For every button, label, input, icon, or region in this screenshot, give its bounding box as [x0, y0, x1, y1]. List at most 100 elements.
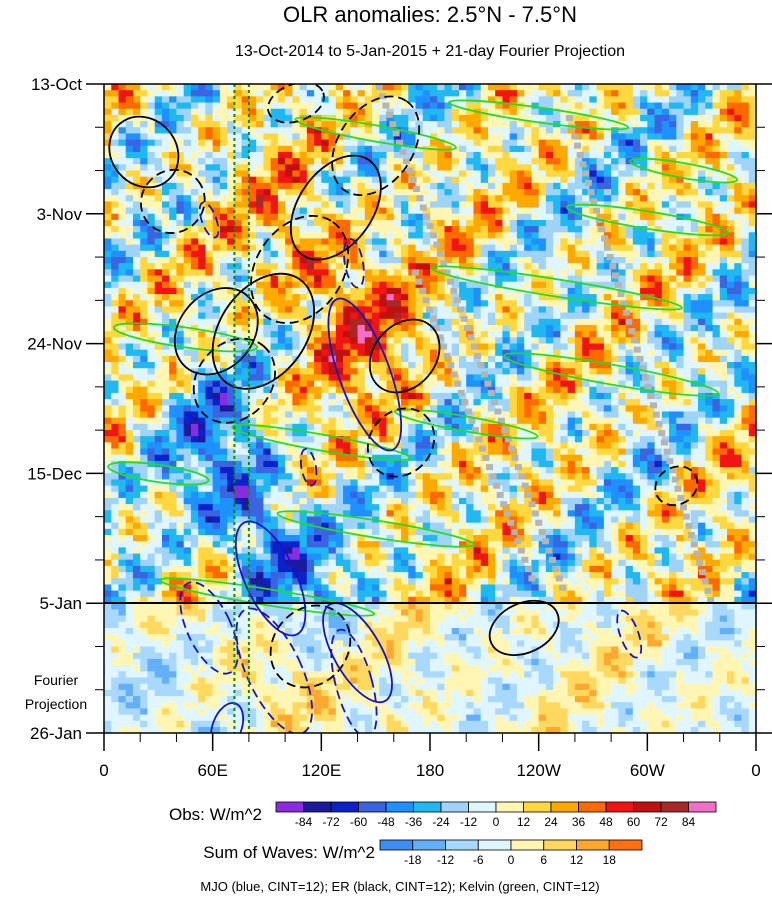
- obs-cell: [661, 108, 670, 116]
- obs-cell: [343, 158, 351, 165]
- obs-cell: [495, 133, 504, 141]
- obs-cell: [574, 244, 583, 252]
- obs-cell: [292, 90, 301, 97]
- obs-cell: [125, 312, 134, 320]
- obs-cell: [118, 170, 127, 178]
- obs-cell: [480, 151, 489, 159]
- obs-cell: [132, 238, 141, 246]
- obs-cell: [712, 294, 721, 301]
- obs-cell: [430, 213, 438, 221]
- obs-cell: [227, 405, 235, 413]
- obs-cell: [198, 331, 207, 338]
- obs-cell: [386, 244, 395, 252]
- obs-cell: [234, 145, 243, 153]
- obs-cell: [357, 405, 366, 413]
- obs-cell: [285, 312, 293, 320]
- obs-cell: [654, 213, 663, 221]
- obs-cell: [712, 121, 721, 128]
- obs-cell: [205, 306, 214, 314]
- obs-cell: [277, 164, 286, 172]
- obs-cell: [669, 392, 677, 400]
- obs-cell: [560, 145, 569, 153]
- obs-cell: [545, 151, 554, 159]
- obs-cell: [248, 269, 257, 277]
- obs-cell: [314, 337, 322, 345]
- obs-cell: [401, 337, 409, 345]
- obs-cell: [270, 318, 279, 326]
- obs-cell: [683, 399, 692, 406]
- obs-cell: [611, 151, 619, 159]
- obs-cell: [306, 355, 315, 363]
- obs-cell: [372, 349, 380, 357]
- obs-cell: [495, 145, 504, 153]
- obs-cell: [444, 386, 453, 394]
- obs-cell: [263, 182, 272, 190]
- obs-cell: [401, 287, 409, 295]
- obs-cell: [567, 287, 576, 295]
- obs-cell: [212, 250, 221, 258]
- obs-cell: [466, 219, 475, 227]
- obs-cell: [430, 96, 438, 104]
- obs-cell: [654, 102, 663, 110]
- obs-cell: [509, 102, 518, 110]
- obs-cell: [285, 139, 293, 147]
- obs-cell: [669, 368, 677, 375]
- obs-cell: [480, 411, 489, 419]
- obs-cell: [524, 90, 533, 97]
- obs-cell: [198, 151, 207, 159]
- obs-cell: [169, 392, 178, 400]
- obs-cell: [350, 164, 359, 172]
- obs-cell: [314, 331, 322, 338]
- obs-cell: [741, 257, 750, 264]
- obs-cell: [190, 176, 199, 184]
- obs-cell: [625, 195, 634, 202]
- obs-cell: [169, 121, 178, 128]
- obs-cell: [509, 417, 518, 425]
- obs-cell: [292, 232, 301, 240]
- obs-cell: [582, 281, 590, 289]
- obs-cell: [553, 96, 561, 104]
- obs-cell: [509, 207, 518, 215]
- obs-cell: [292, 151, 301, 159]
- obs-cell: [589, 362, 598, 369]
- obs-cell: [661, 263, 670, 270]
- obs-cell: [140, 90, 149, 97]
- obs-cell: [241, 127, 250, 135]
- obs-cell: [314, 102, 322, 110]
- obs-cell: [712, 355, 721, 363]
- obs-cell: [176, 423, 185, 431]
- obs-cell: [712, 362, 721, 369]
- obs-cell: [205, 250, 214, 258]
- obs-cell: [719, 386, 728, 394]
- obs-cell: [574, 189, 583, 196]
- obs-cell: [444, 374, 453, 382]
- obs-cell: [734, 362, 743, 369]
- obs-cell: [154, 133, 163, 141]
- obs-cell: [516, 343, 525, 351]
- obs-cell: [741, 362, 750, 369]
- obs-cell: [495, 244, 504, 252]
- obs-cell: [712, 145, 721, 153]
- obs-cell: [140, 257, 149, 264]
- obs-cell: [596, 281, 605, 289]
- obs-cell: [582, 232, 590, 240]
- obs-cell: [553, 84, 561, 91]
- obs-cell: [589, 355, 598, 363]
- obs-cell: [147, 207, 156, 215]
- obs-cell: [205, 219, 214, 227]
- obs-cell: [567, 96, 576, 104]
- obs-cell: [277, 108, 286, 116]
- obs-cell: [169, 337, 178, 345]
- obs-cell: [306, 263, 315, 270]
- obs-cell: [661, 257, 670, 264]
- obs-cell: [632, 84, 641, 91]
- obs-cell: [408, 343, 417, 351]
- obs-cell: [132, 405, 141, 413]
- obs-cell: [705, 102, 714, 110]
- obs-cell: [263, 158, 272, 165]
- obs-cell: [343, 207, 351, 215]
- obs-cell: [364, 207, 373, 215]
- obs-cell: [104, 399, 112, 406]
- obs-cell: [248, 399, 257, 406]
- obs-cell: [241, 195, 250, 202]
